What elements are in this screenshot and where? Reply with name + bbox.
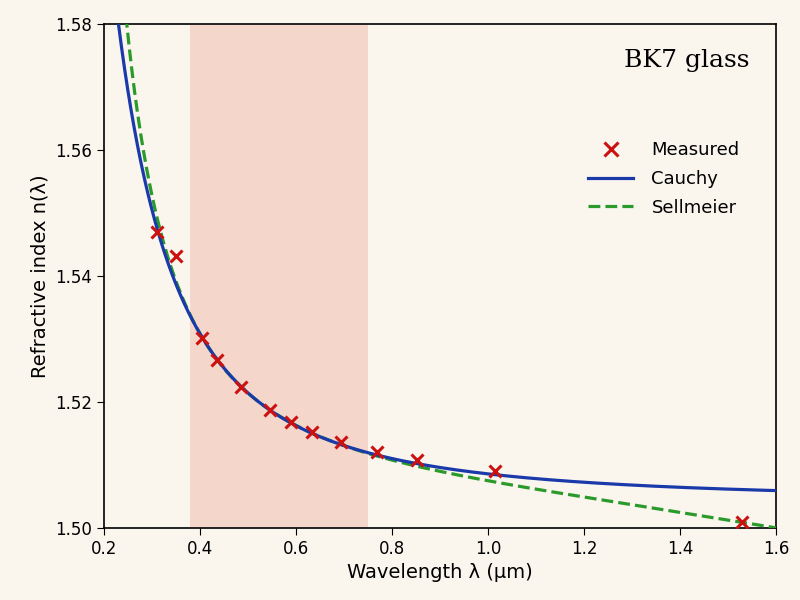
Legend: Measured, Cauchy, Sellmeier: Measured, Cauchy, Sellmeier <box>581 134 747 224</box>
Cauchy <box>767 487 777 494</box>
Y-axis label: Refractive index n(λ): Refractive index n(λ) <box>30 174 50 378</box>
Text: BK7 glass: BK7 glass <box>624 49 749 72</box>
Measured <box>198 334 207 341</box>
Cauchy <box>391 456 401 463</box>
Cauchy <box>781 487 790 494</box>
Sellmeier <box>781 526 790 533</box>
Cauchy <box>179 299 189 306</box>
Sellmeier <box>179 298 189 305</box>
Measured <box>237 383 246 391</box>
Sellmeier <box>694 512 704 519</box>
Sellmeier <box>219 365 229 372</box>
Measured <box>286 419 295 426</box>
Measured <box>412 457 422 464</box>
Cauchy <box>694 484 704 491</box>
Measured <box>372 449 382 456</box>
Measured <box>152 229 162 236</box>
Sellmeier <box>391 458 401 465</box>
Measured <box>266 407 275 414</box>
Measured <box>738 519 747 526</box>
Measured <box>307 428 317 435</box>
Bar <box>190 24 368 528</box>
Measured <box>336 439 346 446</box>
Measured <box>213 356 222 364</box>
Cauchy <box>362 449 372 456</box>
Measured <box>490 468 499 475</box>
Sellmeier <box>767 524 777 531</box>
Sellmeier <box>362 449 372 457</box>
Measured <box>171 252 181 259</box>
Line: Measured: Measured <box>150 226 749 529</box>
Line: Cauchy: Cauchy <box>106 0 786 491</box>
Cauchy <box>219 365 229 372</box>
X-axis label: Wavelength λ (μm): Wavelength λ (μm) <box>347 563 533 583</box>
Line: Sellmeier: Sellmeier <box>106 0 786 529</box>
